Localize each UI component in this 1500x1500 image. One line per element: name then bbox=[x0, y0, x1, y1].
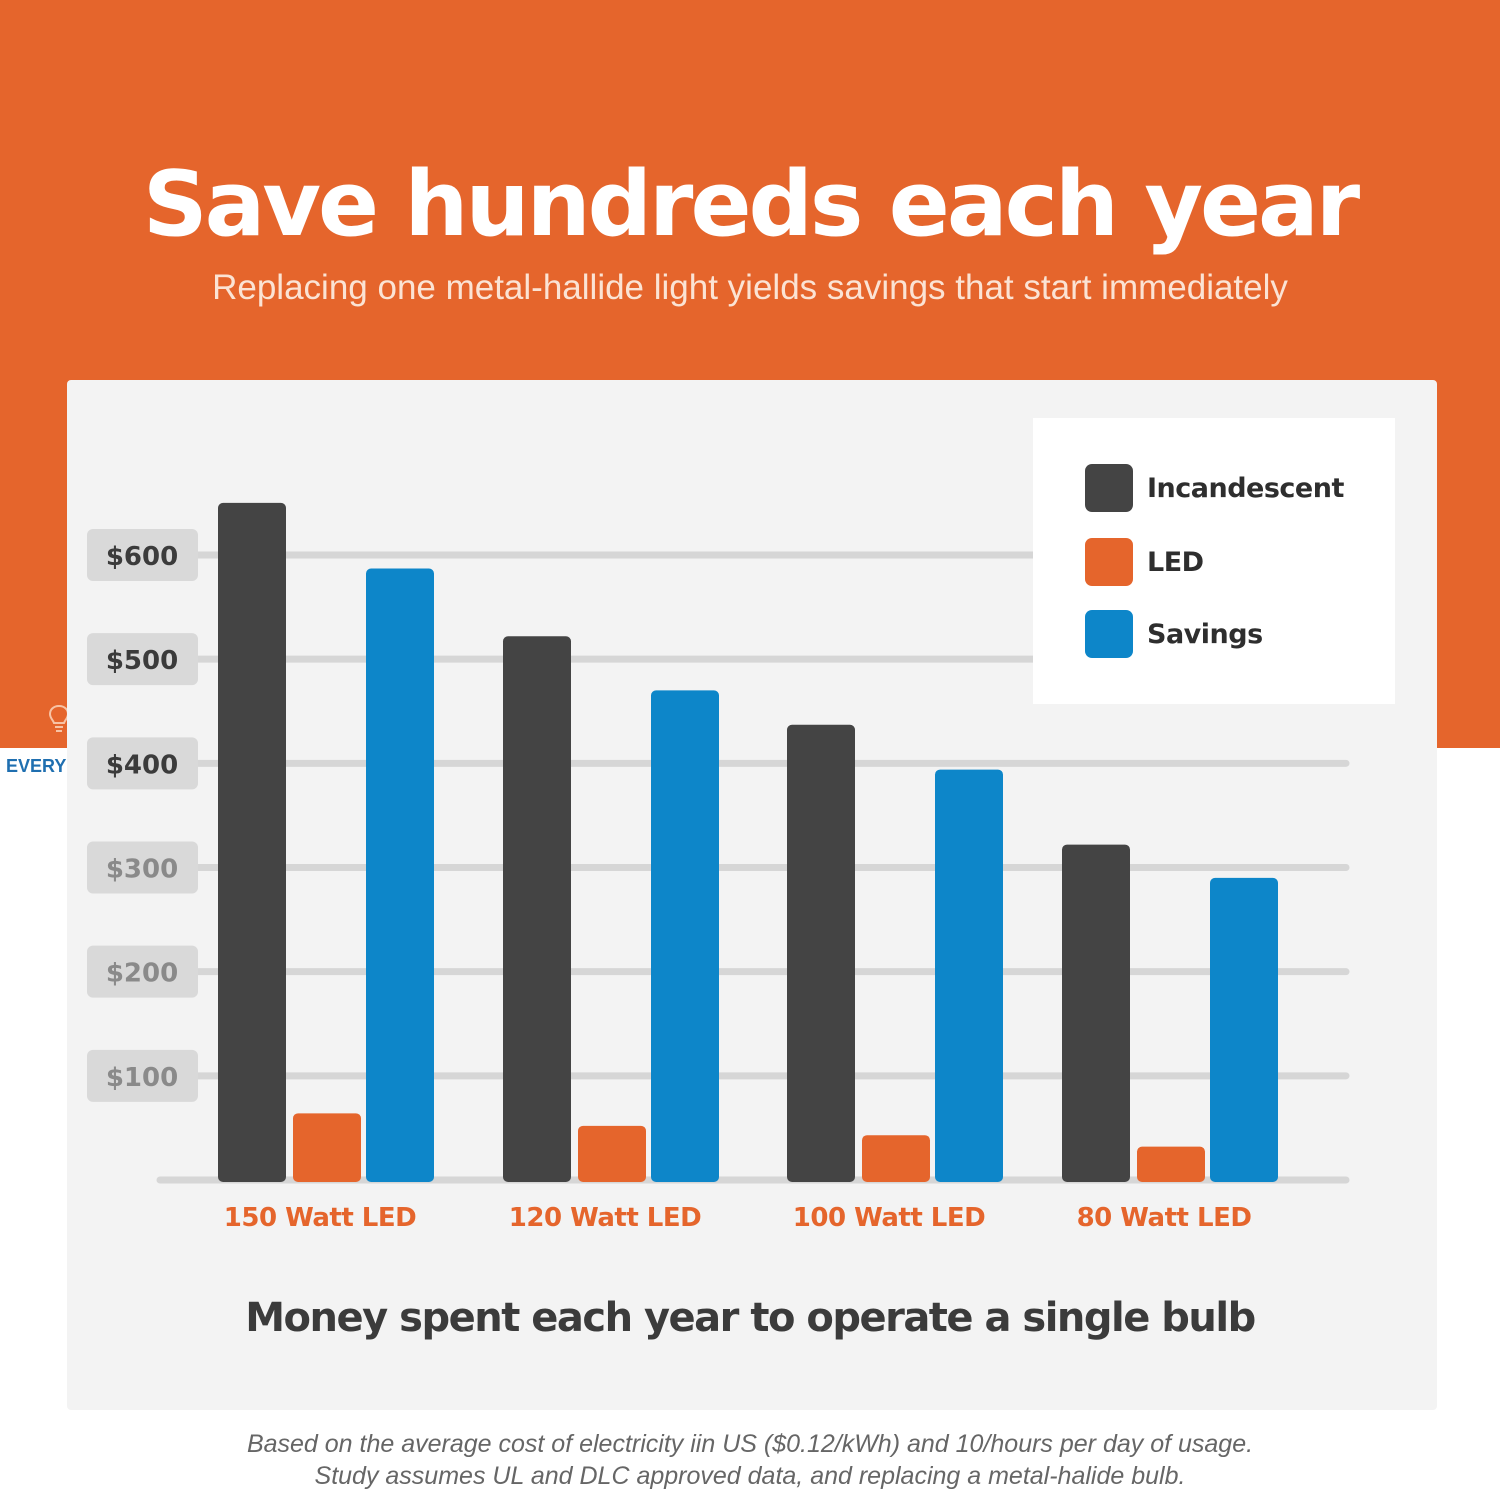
footnote: Based on the average cost of electricity… bbox=[0, 1428, 1500, 1492]
legend-label-savings: Savings bbox=[1147, 618, 1263, 650]
x-category-label: 120 Watt LED bbox=[509, 1203, 701, 1233]
page-title: Save hundreds each year bbox=[142, 152, 1360, 257]
legend-item-savings: Savings bbox=[1085, 610, 1263, 658]
legend-swatch-savings bbox=[1085, 610, 1133, 658]
y-tick-label-bg bbox=[87, 633, 198, 686]
bar-led bbox=[578, 1125, 646, 1182]
y-tick-label: $400 bbox=[106, 750, 178, 780]
bar-savings bbox=[366, 568, 434, 1182]
y-tick-label: $100 bbox=[106, 1063, 178, 1093]
bar-led bbox=[293, 1113, 361, 1182]
legend-label-incandescent: Incandescent bbox=[1147, 472, 1344, 504]
footnote-line-1: Based on the average cost of electricity… bbox=[246, 1430, 1254, 1458]
legend-label-led: LED bbox=[1147, 546, 1204, 578]
bar-savings bbox=[1210, 877, 1278, 1182]
bar-savings bbox=[935, 769, 1003, 1182]
chart-legend: Incandescent LED Savings bbox=[1033, 418, 1395, 704]
y-tick-label-bg bbox=[87, 737, 198, 790]
y-tick-label-bg bbox=[87, 945, 198, 998]
x-category-label: 80 Watt LED bbox=[1077, 1203, 1252, 1233]
y-tick-label: $300 bbox=[106, 855, 178, 885]
legend-swatch-incandescent bbox=[1085, 464, 1133, 512]
y-tick-label-bg bbox=[87, 1049, 198, 1102]
bar-incandescent bbox=[787, 724, 855, 1182]
bar-incandescent bbox=[218, 502, 286, 1183]
bar-savings bbox=[651, 690, 719, 1182]
bar-incandescent bbox=[1062, 844, 1130, 1182]
legend-item-incandescent: Incandescent bbox=[1085, 464, 1344, 512]
x-category-label: 100 Watt LED bbox=[793, 1203, 985, 1233]
y-tick-label: $500 bbox=[106, 646, 178, 676]
y-tick-label: $200 bbox=[106, 959, 178, 989]
brand-name: EVERY bbox=[6, 756, 67, 776]
y-tick-label-bg bbox=[87, 529, 198, 581]
y-tick-label: $600 bbox=[106, 542, 178, 572]
footnote-line-2: Study assumes UL and DLC approved data, … bbox=[314, 1462, 1186, 1490]
chart-title: Money spent each year to operate a singl… bbox=[245, 1295, 1256, 1341]
legend-item-led: LED bbox=[1085, 538, 1204, 586]
legend-swatch-led bbox=[1085, 538, 1133, 586]
x-category-label: 150 Watt LED bbox=[224, 1203, 416, 1233]
bar-incandescent bbox=[503, 636, 571, 1182]
page-subtitle: Replacing one metal-hallide light yields… bbox=[212, 268, 1288, 307]
y-tick-label-bg bbox=[87, 841, 198, 894]
bar-led bbox=[1137, 1146, 1205, 1182]
bar-led bbox=[862, 1135, 930, 1182]
